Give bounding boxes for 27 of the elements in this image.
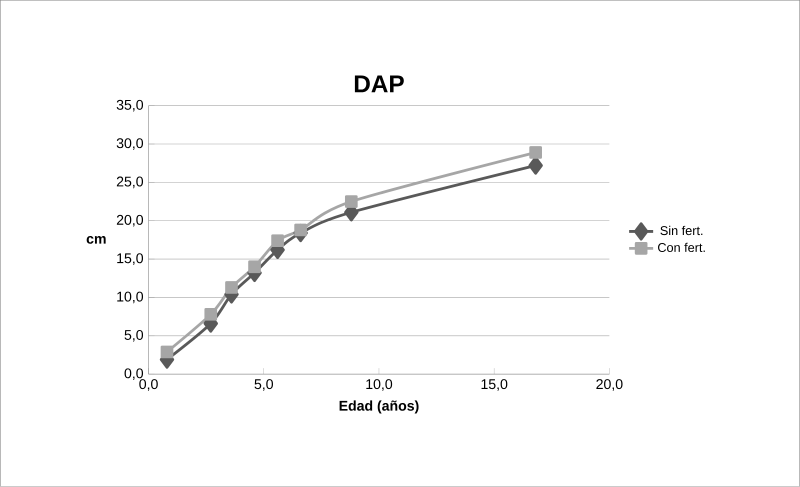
point bbox=[271, 234, 284, 248]
y-tick-label: 0,0 bbox=[124, 368, 144, 380]
point bbox=[528, 156, 543, 175]
x-tick-label: 0,0 bbox=[139, 379, 158, 391]
point bbox=[248, 260, 261, 274]
point bbox=[294, 224, 307, 236]
y-tick-label: 20,0 bbox=[116, 215, 144, 227]
x-axis-title: Edad (años) bbox=[340, 400, 419, 414]
x-tick-label: 20,0 bbox=[596, 379, 623, 391]
point bbox=[225, 281, 238, 294]
point bbox=[529, 146, 542, 159]
y-tick-label: 30,0 bbox=[116, 138, 144, 150]
y-axis-title: cm bbox=[86, 236, 106, 244]
y-tick-label: 10,0 bbox=[117, 292, 144, 304]
x-tick-label: 10,0 bbox=[366, 379, 392, 391]
y-tick-label: 35,0 bbox=[116, 100, 144, 112]
point bbox=[160, 346, 174, 358]
point bbox=[344, 195, 358, 208]
chart-title: DAP bbox=[354, 76, 404, 92]
legend-label: Sin fert. bbox=[660, 226, 702, 236]
y-tick-label: 25,0 bbox=[116, 176, 144, 188]
x-tick-label: 15,0 bbox=[482, 379, 508, 391]
y-tick-label: 5,0 bbox=[124, 330, 144, 342]
legend-label: Con fert. bbox=[658, 242, 705, 252]
y-tick-label: 15,0 bbox=[117, 253, 144, 266]
point bbox=[204, 308, 218, 321]
x-tick-label: 5,0 bbox=[254, 379, 274, 391]
